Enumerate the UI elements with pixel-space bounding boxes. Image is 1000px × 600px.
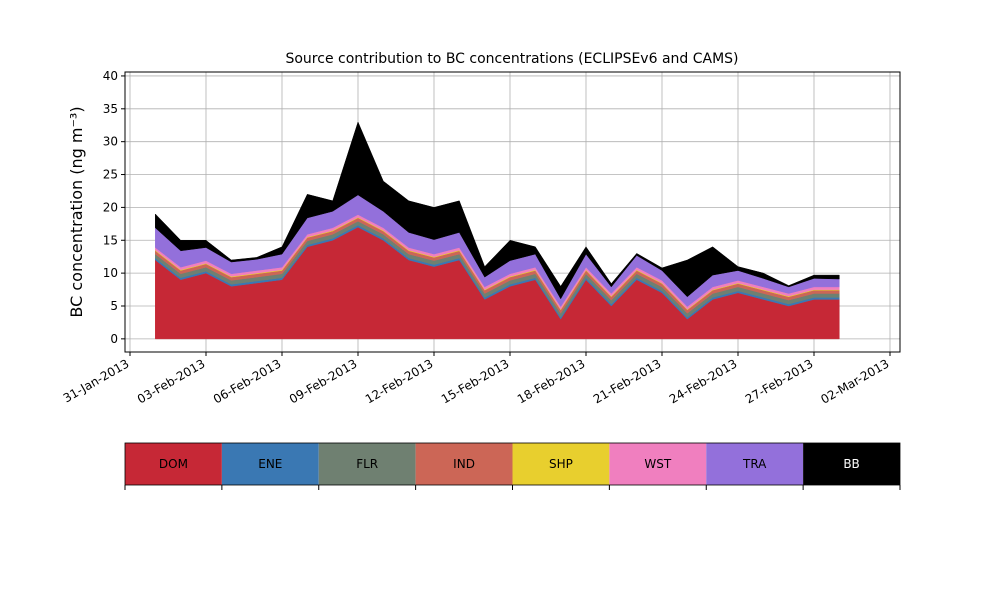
legend-frame bbox=[124, 442, 901, 486]
x-tick-label: 27-Feb-2013 bbox=[743, 356, 816, 406]
legend-label: BB bbox=[843, 457, 859, 471]
y-tick-label: 20 bbox=[103, 200, 118, 214]
legend-swatch bbox=[609, 443, 707, 485]
legend-swatch bbox=[318, 443, 416, 485]
chart-title: Source contribution to BC concentrations… bbox=[285, 51, 738, 67]
x-tick-label: 03-Feb-2013 bbox=[135, 356, 208, 406]
legend-swatch bbox=[125, 443, 222, 485]
legend-label: DOM bbox=[159, 457, 188, 471]
legend-label: FLR bbox=[356, 457, 378, 471]
y-tick-label: 15 bbox=[103, 233, 118, 247]
legend-swatch bbox=[803, 443, 900, 485]
legend-swatch bbox=[415, 443, 513, 485]
legend-label: WST bbox=[644, 457, 671, 471]
x-tick-label: 06-Feb-2013 bbox=[211, 356, 284, 406]
plot-frame bbox=[124, 71, 901, 353]
x-tick-label: 18-Feb-2013 bbox=[515, 356, 588, 406]
y-tick-label: 30 bbox=[103, 135, 118, 149]
legend-label: ENE bbox=[258, 457, 282, 471]
legend-swatch bbox=[512, 443, 610, 485]
y-tick-label: 10 bbox=[103, 266, 118, 280]
y-tick-label: 0 bbox=[110, 332, 118, 346]
y-tick-label: 25 bbox=[103, 168, 118, 182]
x-tick-label: 21-Feb-2013 bbox=[591, 356, 664, 406]
x-tick-label: 24-Feb-2013 bbox=[667, 356, 740, 406]
legend-swatch bbox=[221, 443, 319, 485]
x-tick-label: 31-Jan-2013 bbox=[61, 356, 132, 405]
y-tick-label: 35 bbox=[103, 102, 118, 116]
legend-swatch bbox=[706, 443, 804, 485]
y-tick-label: 40 bbox=[103, 69, 118, 83]
legend-label: IND bbox=[453, 457, 475, 471]
x-tick-label: 02-Mar-2013 bbox=[818, 356, 891, 406]
area-bb bbox=[155, 121, 840, 300]
x-tick-label: 15-Feb-2013 bbox=[439, 356, 512, 406]
x-tick-label: 12-Feb-2013 bbox=[363, 356, 436, 406]
legend-label: TRA bbox=[742, 457, 767, 471]
y-axis-label: BC concentration (ng m⁻³) bbox=[67, 106, 86, 317]
legend-label: SHP bbox=[549, 457, 573, 471]
x-tick-label: 09-Feb-2013 bbox=[287, 356, 360, 406]
y-tick-label: 5 bbox=[110, 299, 118, 313]
